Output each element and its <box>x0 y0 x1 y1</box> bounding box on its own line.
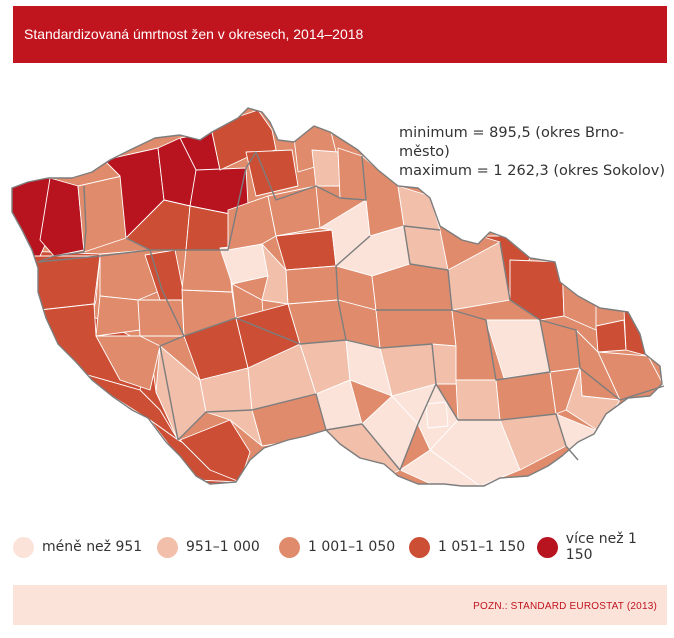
legend-item-class-5: více než 1 150 <box>537 531 667 563</box>
district-brno-mesto <box>425 401 449 429</box>
region-border-moravskoslezsky <box>539 319 665 401</box>
region-border-pardubicky <box>376 225 453 311</box>
district-plzen-mesto <box>95 295 141 337</box>
region-border-jihomoravsky <box>435 383 579 461</box>
legend-swatch-class-2 <box>157 536 178 558</box>
district-sokolov <box>39 177 85 257</box>
choropleth-map <box>11 107 665 487</box>
legend-swatch-class-1 <box>13 536 34 558</box>
legend-swatch-class-5 <box>537 536 558 558</box>
district-decin <box>211 109 277 171</box>
legend-item-class-3: 1 001–1 050 <box>279 536 395 558</box>
legend-item-class-1: méně než 951 <box>13 536 142 558</box>
region-border-plzensky <box>37 249 185 441</box>
legend-item-class-4: 1 051–1 150 <box>409 536 525 558</box>
district-svitavy <box>375 309 457 349</box>
district-jablonec <box>311 149 341 187</box>
district-litomerice <box>185 205 231 251</box>
footer-banner: POZN.: STANDARD EUROSTAT (2013) <box>13 585 667 625</box>
district-breclav <box>399 449 481 486</box>
district-rokycany <box>137 299 185 337</box>
district-karvina <box>623 309 651 357</box>
district-ostrava <box>595 319 627 353</box>
footer-note: POZN.: STANDARD EUROSTAT (2013) <box>473 601 657 612</box>
stats-panel: minimum = 895,5 (okres Brno-město) maxim… <box>399 124 674 181</box>
district-praha-vychod <box>261 243 289 305</box>
region-border-olomoucky <box>451 241 551 381</box>
legend-label-class-2: 951–1 000 <box>186 539 260 555</box>
district-plzen-jih <box>95 335 161 391</box>
district-trutnov <box>361 155 405 237</box>
legend-label-class-3: 1 001–1 050 <box>308 539 396 555</box>
district-kolin <box>285 265 339 305</box>
district-melnik <box>227 195 277 251</box>
region-border-vysocina <box>325 339 437 471</box>
region-border-ustecky <box>125 151 257 251</box>
stat-minimum: minimum = 895,5 (okres Brno-město) <box>399 125 625 160</box>
legend-label-class-4: 1 051–1 150 <box>438 539 526 555</box>
header-banner: Standardizovaná úmrtnost žen v okresech,… <box>13 6 667 63</box>
legend-swatch-class-4 <box>409 536 430 558</box>
region-border-liberecky <box>255 151 367 201</box>
legend-label-class-5: více než 1 150 <box>565 531 637 563</box>
country-outline <box>11 107 663 487</box>
district-zlin <box>549 367 581 415</box>
legend-label-class-1: méně než 951 <box>42 539 143 555</box>
legend-swatch-class-3 <box>279 536 300 558</box>
legend: méně než 951 951–1 000 1 001–1 050 1 051… <box>13 531 667 563</box>
district-nymburk <box>275 229 337 271</box>
region-border-jihocesky <box>177 393 327 441</box>
district-ceska-lipa <box>245 149 299 197</box>
region-border-karlovarsky <box>37 185 87 263</box>
stat-maximum: maximum = 1 262,3 (okres Sokolov) <box>399 163 665 179</box>
map-title: Standardizovaná úmrtnost žen v okresech,… <box>24 26 364 42</box>
legend-item-class-2: 951–1 000 <box>157 536 260 558</box>
district-vyskov <box>455 379 501 421</box>
